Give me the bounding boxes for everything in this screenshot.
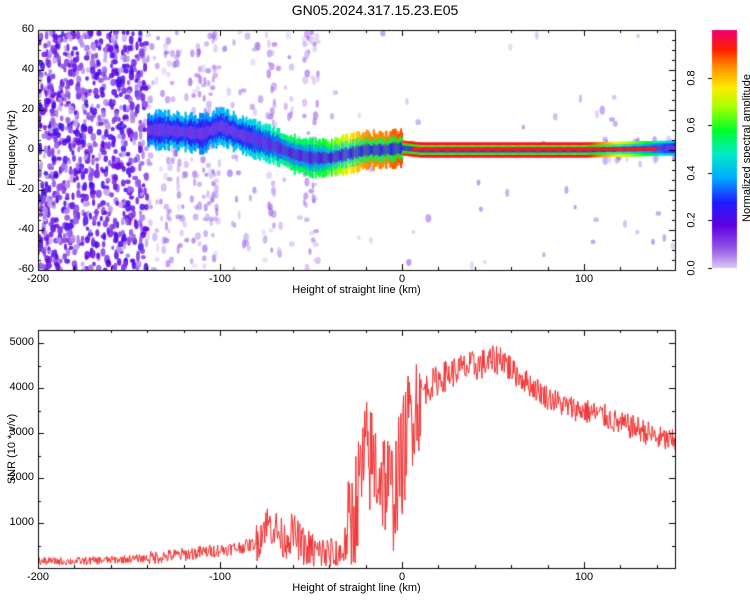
bottom-xtick-label: -100 (208, 571, 232, 583)
bottom-ytick-label: 3000 (9, 426, 34, 439)
colorbar-label: Normalized spectral amplitude (741, 74, 750, 222)
top-ytick-label: 40 (21, 63, 34, 75)
colorbar-tick-label: 0.2 (685, 211, 698, 228)
top-xtick-label: -200 (26, 273, 50, 285)
colorbar-tick-label: 0.8 (685, 69, 698, 86)
top-xtick-label: -100 (208, 273, 232, 285)
bottom-xlabel: Height of straight line (km) (292, 582, 421, 594)
top-ytick-label: 60 (21, 23, 34, 35)
chart-title: GN05.2024.317.15.23.E05 (291, 2, 459, 18)
bottom-ytick-label: 4000 (9, 381, 34, 394)
colorbar-tick-label: 0.6 (685, 116, 698, 133)
bottom-ytick-label: 5000 (9, 336, 34, 349)
bottom-ytick-label: 1000 (9, 516, 34, 529)
top-ytick-label: -20 (18, 183, 34, 195)
bottom-ytick-label: 2000 (9, 471, 34, 484)
bottom-xtick-label: 100 (574, 571, 594, 583)
top-ytick-label: -40 (18, 223, 34, 235)
top-xtick-label: 100 (574, 273, 594, 285)
top-xtick-label: 0 (398, 273, 406, 285)
bottom-xtick-label: 0 (398, 571, 406, 583)
colorbar-tick-label: 0.0 (685, 259, 698, 276)
bottom-ylabel: SNR (10 * v/v) (6, 413, 18, 485)
bottom-xtick-label: -200 (26, 571, 50, 583)
top-ytick-label: -60 (18, 263, 34, 275)
top-ytick-label: 0 (27, 143, 34, 155)
top-ytick-label: 20 (21, 103, 34, 115)
top-xlabel: Height of straight line (km) (292, 284, 421, 296)
colorbar-tick-label: 0.4 (685, 164, 698, 181)
